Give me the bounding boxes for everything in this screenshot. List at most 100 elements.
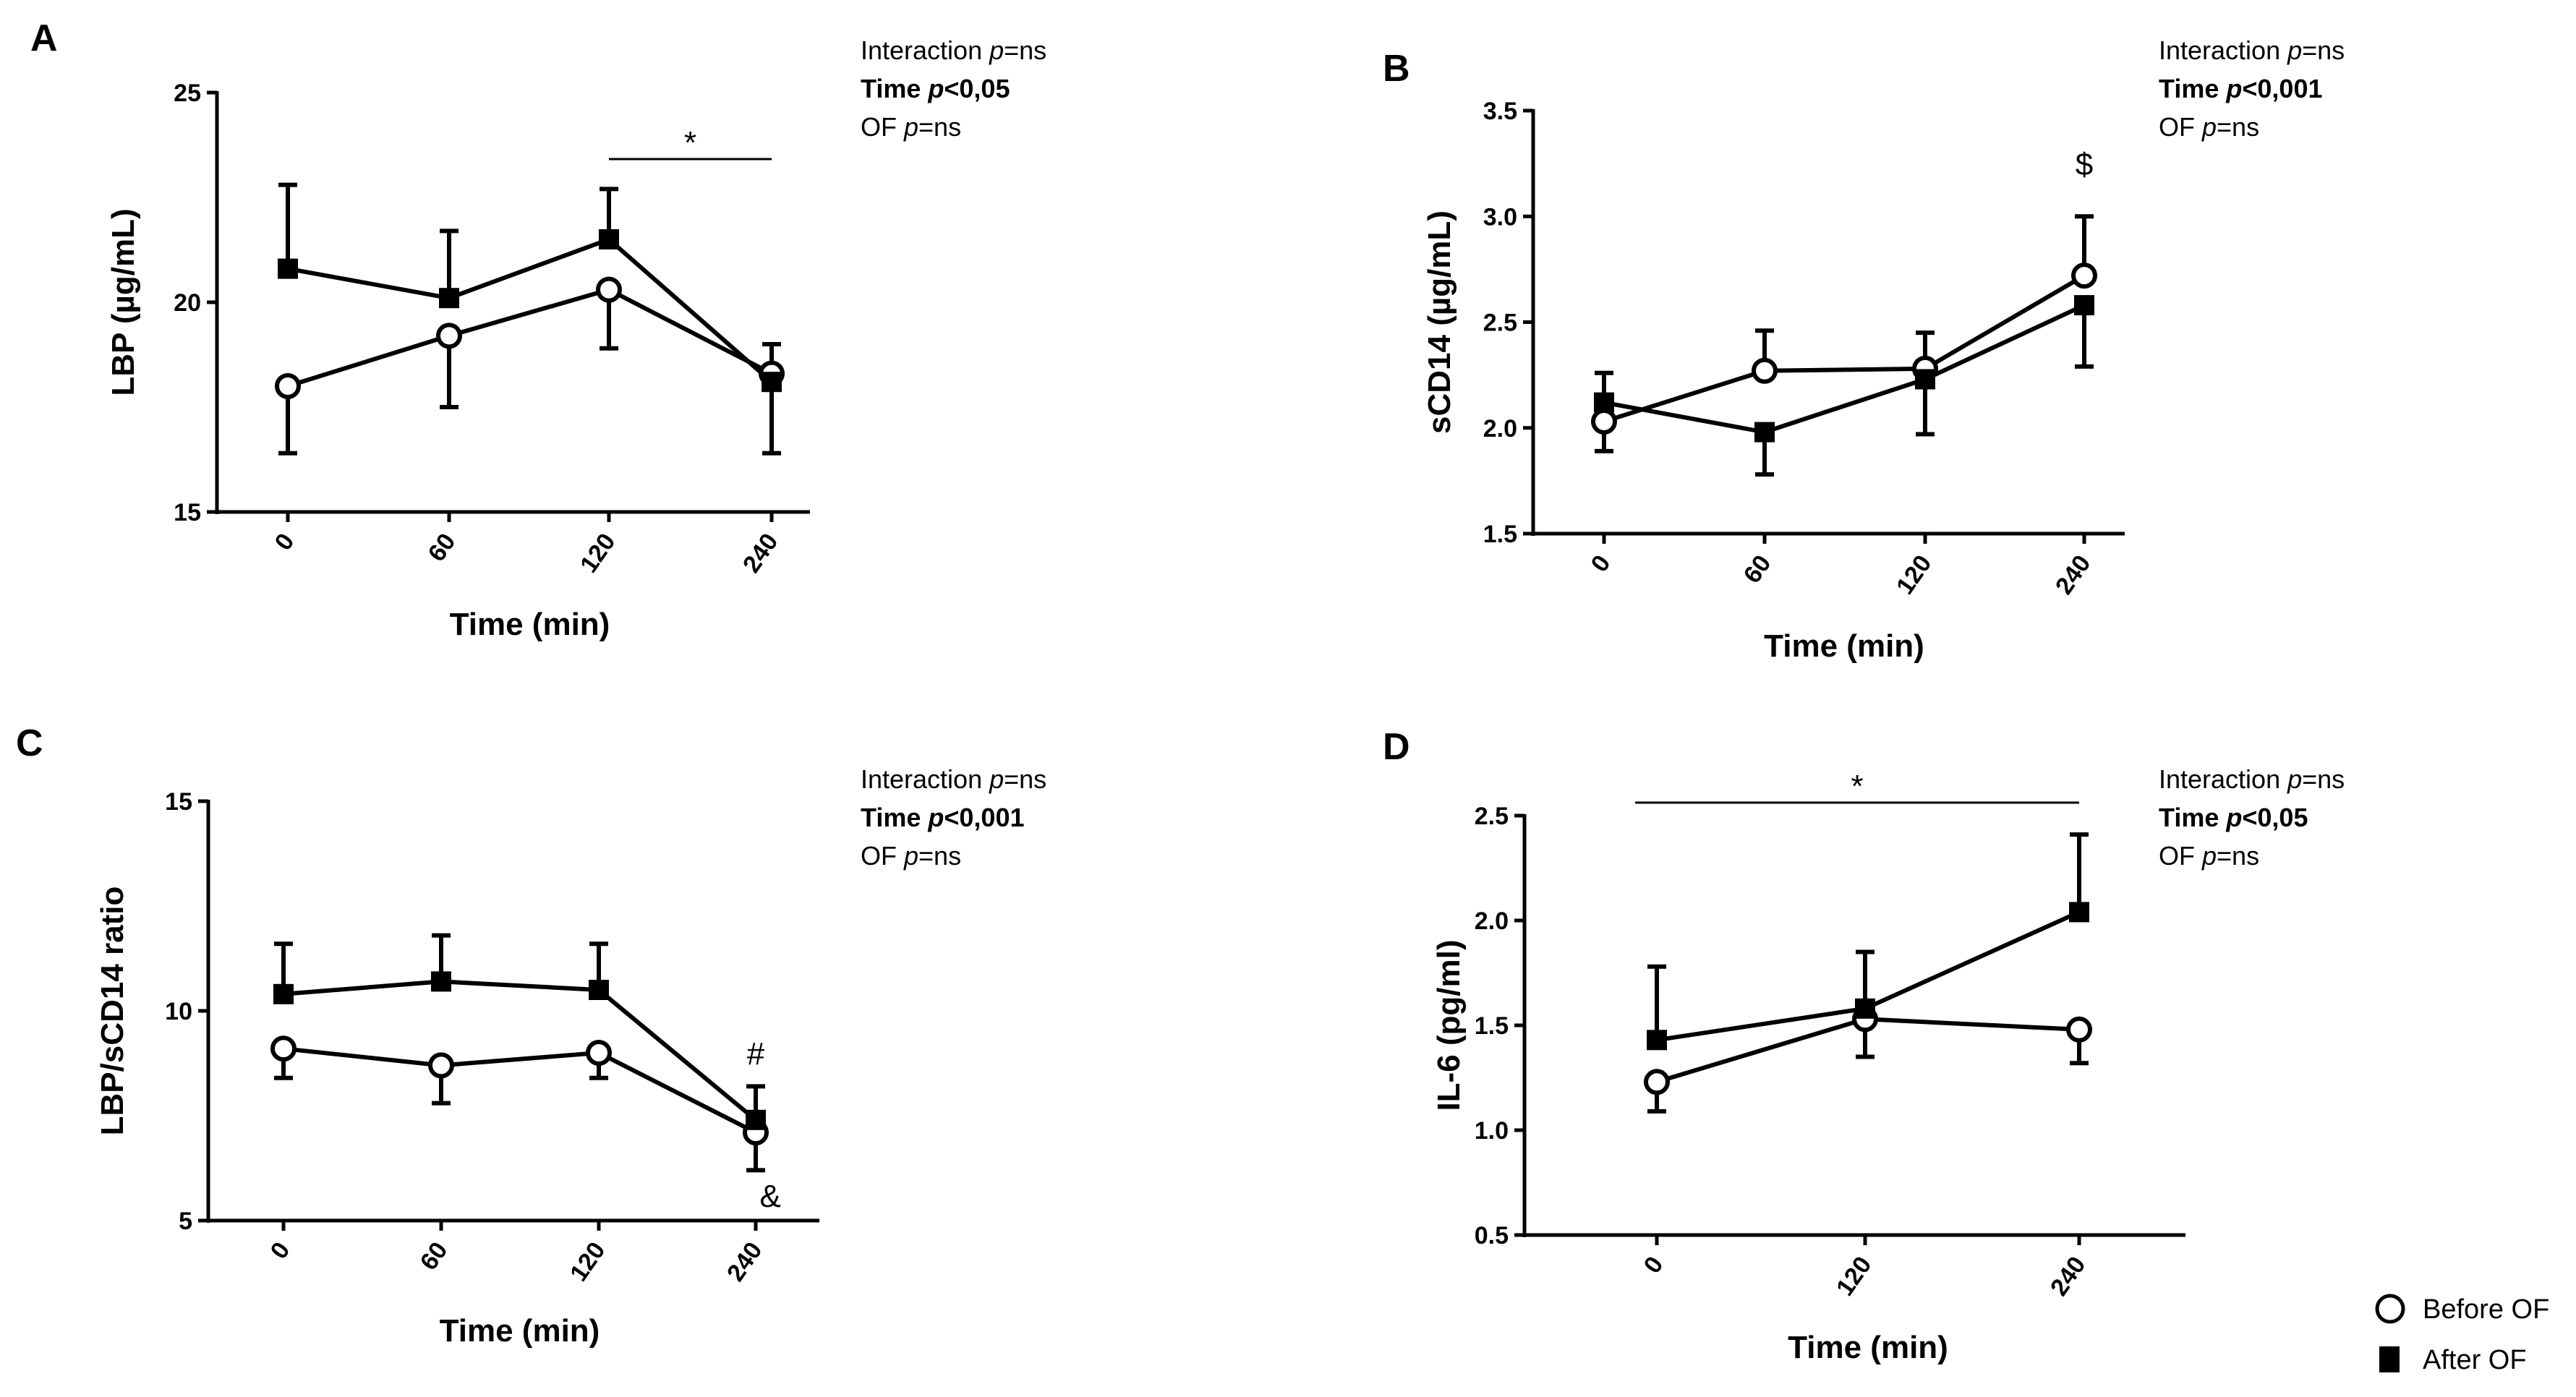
series-before-of [1595, 214, 2094, 424]
significance-marker: * [1851, 769, 1863, 804]
legend-before-marker [2375, 1294, 2405, 1324]
y-tick-label: 2.5 [1475, 803, 1509, 830]
data-point-before-of [1591, 408, 1617, 435]
y-tick-label: 5 [179, 1208, 192, 1235]
x-tick-label: 60 [415, 1237, 453, 1276]
legend-after-label: After OF [2423, 1345, 2527, 1375]
significance-marker: $ [2076, 147, 2093, 182]
series-after-of [1595, 303, 2094, 477]
x-tick-label: 0 [1639, 1252, 1669, 1278]
y-tick-label: 15 [165, 788, 192, 816]
data-point-before-of [436, 322, 462, 349]
x-tick-label: 0 [265, 1237, 296, 1264]
y-tick-label: 20 [174, 289, 201, 317]
x-tick-label: 120 [565, 1237, 611, 1286]
x-axis-title: Time (min) [1764, 628, 1924, 664]
significance-marker: & [759, 1179, 780, 1214]
significance-marker: # [747, 1036, 765, 1072]
x-tick-label: 120 [1891, 550, 1937, 599]
data-point-after-of [1855, 998, 1875, 1019]
series-line [1603, 303, 2086, 435]
x-tick-label: 240 [2050, 550, 2097, 599]
stat-time: Time p<0,001 [2159, 74, 2323, 103]
data-point-after-of [2069, 902, 2089, 923]
series-line [287, 287, 773, 388]
data-point-after-of [746, 1109, 766, 1130]
y-tick-label: 2.0 [1475, 907, 1509, 935]
data-point-after-of [431, 971, 451, 992]
y-tick-label: 10 [165, 998, 192, 1025]
data-point-before-of [1644, 1069, 1670, 1095]
data-point-after-of [1647, 1030, 1667, 1051]
stat-interaction: Interaction p=ns [2159, 35, 2345, 65]
stat-interaction: Interaction p=ns [2159, 764, 2345, 794]
chart-panel-d: D 0.5 1.0 1.5 2.0 2.5 0 120 240 IL-6 (pg/ml) Time … [1383, 726, 2345, 1365]
y-tick-label: 1.5 [1475, 1012, 1509, 1040]
data-point-before-of [1752, 357, 1778, 384]
stat-of: OF p=ns [861, 841, 961, 871]
series-line [1603, 273, 2086, 424]
series-after-of [278, 182, 781, 384]
panel-letter-d: D [1383, 726, 1410, 768]
chart-panel-c: C 5 10 15 0 60 120 240 LBP/sCD14 ratio Time (min)… [16, 722, 1046, 1349]
data-point-before-of [586, 1040, 612, 1066]
series-line [287, 237, 773, 384]
y-tick-label: 1.5 [1483, 521, 1517, 548]
data-point-after-of [439, 288, 459, 309]
x-tick-label: 60 [423, 529, 461, 567]
y-tick-label: 15 [174, 499, 201, 526]
stat-of: OF p=ns [861, 112, 961, 142]
x-tick-label: 240 [738, 529, 784, 578]
data-point-before-of [596, 276, 622, 303]
data-point-before-of [2071, 262, 2097, 289]
series-line [283, 979, 757, 1122]
y-tick-label: 25 [174, 80, 201, 107]
stat-interaction: Interaction p=ns [861, 35, 1046, 65]
y-tick-label: 2.5 [1483, 309, 1517, 337]
data-point-after-of [2074, 295, 2094, 316]
data-point-after-of [273, 983, 294, 1004]
data-point-after-of [599, 229, 619, 249]
y-axis-title: LBP (µg/mL) [106, 208, 141, 396]
data-point-after-of [278, 258, 298, 279]
stat-time: Time p<0,05 [2159, 803, 2308, 832]
data-point-after-of [762, 372, 782, 393]
x-axis-title: Time (min) [440, 1313, 600, 1349]
x-tick-label: 60 [1739, 550, 1777, 589]
data-point-after-of [1754, 422, 1775, 443]
stat-of: OF p=ns [2159, 841, 2259, 871]
x-axis-title: Time (min) [450, 607, 610, 642]
chart-panel-b: B 1.5 2.0 2.5 3.0 3.5 0 60 120 240 sCD14 (µg/mL) Ti… [1383, 35, 2345, 664]
stat-interaction: Interaction p=ns [861, 764, 1046, 794]
significance-marker: * [684, 125, 696, 161]
data-point-before-of [270, 1035, 297, 1062]
x-tick-label: 240 [722, 1237, 768, 1286]
data-point-before-of [428, 1052, 454, 1079]
y-axis-title: LBP/sCD14 ratio [95, 887, 130, 1136]
y-tick-label: 2.0 [1483, 415, 1517, 443]
x-tick-label: 120 [1831, 1252, 1877, 1301]
y-tick-label: 1.0 [1475, 1117, 1509, 1145]
y-axis-title: IL-6 (pg/ml) [1431, 939, 1467, 1111]
data-point-after-of [1594, 392, 1614, 413]
legend-after-marker [2379, 1346, 2400, 1372]
y-tick-label: 0.5 [1475, 1222, 1509, 1249]
data-point-before-of [2066, 1016, 2092, 1043]
y-tick-label: 3.0 [1483, 203, 1517, 231]
data-point-before-of [275, 373, 301, 399]
series-before-of [278, 287, 781, 456]
series-after-of [274, 933, 765, 1122]
panel-letter-a: A [30, 17, 58, 59]
stat-time: Time p<0,001 [861, 803, 1025, 832]
x-tick-label: 120 [575, 529, 621, 578]
y-tick-label: 3.5 [1483, 98, 1517, 125]
legend-before-label: Before OF [2423, 1294, 2549, 1325]
y-axis-title: sCD14 (µg/mL) [1422, 210, 1457, 434]
chart-panel-a: A 15 20 25 0 60 120 240 LBP (µg/mL) Time (min) * In… [30, 17, 1046, 642]
legend: Before OF After OF [2375, 1294, 2549, 1375]
x-axis-title: Time (min) [1788, 1330, 1948, 1365]
x-tick-label: 0 [1586, 550, 1616, 577]
stat-time: Time p<0,05 [861, 74, 1010, 103]
x-tick-label: 0 [270, 529, 300, 555]
